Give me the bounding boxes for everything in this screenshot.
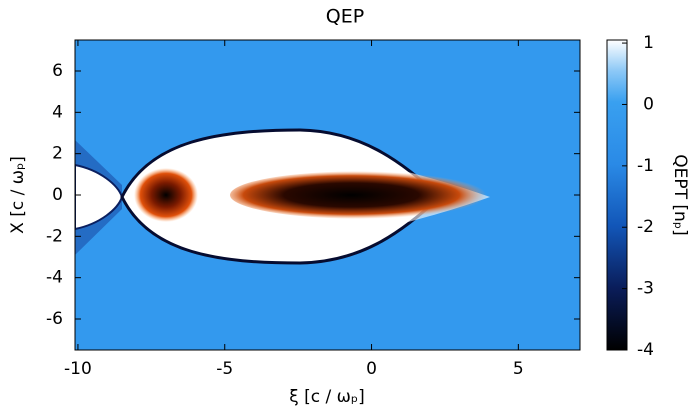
colorbar-tick-label: -4 [637, 340, 654, 360]
colorbar-tick-label: -1 [637, 156, 654, 176]
y-tick-label: 6 [52, 61, 63, 81]
x-tick-label: 5 [513, 359, 524, 379]
colorbar-tick-label: 1 [643, 33, 654, 53]
colorbar [606, 39, 628, 351]
colorbar-tick-label: -2 [637, 217, 654, 237]
colorbar-tick-label: 0 [643, 94, 654, 114]
y-tick-label: -4 [46, 268, 63, 288]
heatmap-image [75, 40, 580, 350]
x-tick-label: -5 [216, 359, 233, 379]
y-tick-label: 0 [52, 185, 63, 205]
y-tick-label: -6 [46, 309, 63, 329]
x-axis-label: ξ [c / ωₚ] [289, 387, 365, 407]
y-axis-label: X [c / ωₚ] [8, 156, 28, 234]
colorbar-tick-label: -3 [637, 279, 654, 299]
chart-title: QEP [326, 6, 364, 28]
x-tick-label: -10 [64, 359, 92, 379]
x-tick-label: 0 [366, 359, 377, 379]
y-tick-label: 4 [52, 102, 63, 122]
y-tick-label: 2 [52, 144, 63, 164]
y-tick-label: -2 [46, 226, 63, 246]
colorbar-label: QEPT [nₚ] [670, 154, 690, 235]
